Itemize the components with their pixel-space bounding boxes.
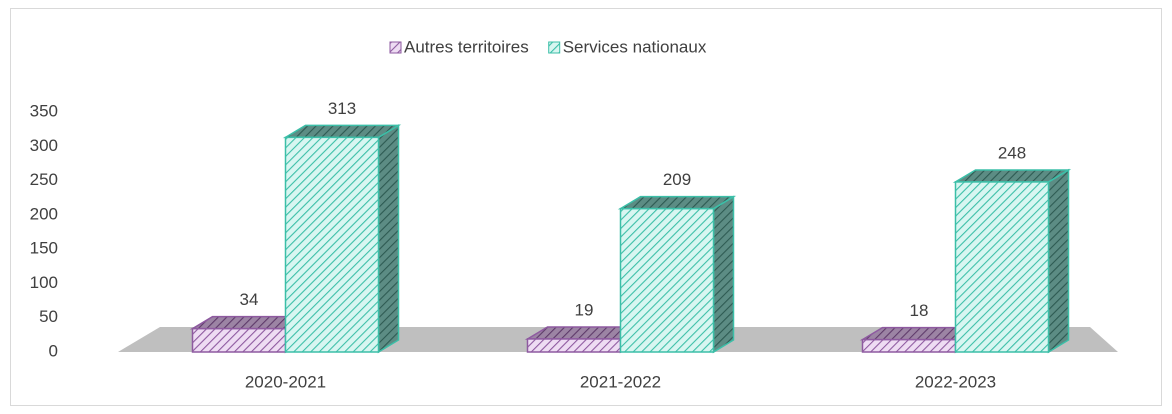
data-label: 248 — [998, 143, 1026, 162]
data-label: 19 — [575, 300, 594, 319]
bar — [861, 338, 957, 353]
bar-side — [377, 124, 400, 354]
x-tick-label: 2021-2022 — [580, 372, 661, 391]
legend-swatch — [548, 41, 561, 54]
bar-top — [617, 195, 737, 210]
x-tick-label: 2022-2023 — [915, 372, 996, 391]
bar-top — [282, 124, 402, 139]
data-label: 209 — [663, 170, 691, 189]
bar — [619, 207, 715, 353]
y-tick-label: 0 — [49, 341, 58, 360]
y-tick-label: 200 — [30, 204, 58, 223]
y-tick-label: 250 — [30, 170, 58, 189]
y-tick-label: 300 — [30, 136, 58, 155]
bar-top — [952, 169, 1072, 183]
x-tick-label: 2020-2021 — [245, 372, 326, 391]
legend-swatch — [389, 41, 402, 54]
y-tick-label: 100 — [30, 273, 58, 292]
y-tick-label: 150 — [30, 239, 58, 258]
bar-side — [712, 195, 735, 354]
data-label: 34 — [240, 290, 259, 309]
bar-side — [1047, 168, 1070, 354]
legend-label: Services nationaux — [563, 37, 707, 56]
data-label: 313 — [328, 99, 356, 118]
bar — [284, 136, 380, 353]
bar — [526, 338, 622, 353]
legend-label: Autres territoires — [404, 37, 529, 56]
y-tick-label: 50 — [39, 307, 58, 326]
chart-border — [10, 8, 1162, 406]
bar — [191, 327, 287, 353]
y-tick-label: 350 — [30, 101, 58, 120]
bar — [954, 181, 1050, 353]
data-label: 18 — [910, 301, 929, 320]
